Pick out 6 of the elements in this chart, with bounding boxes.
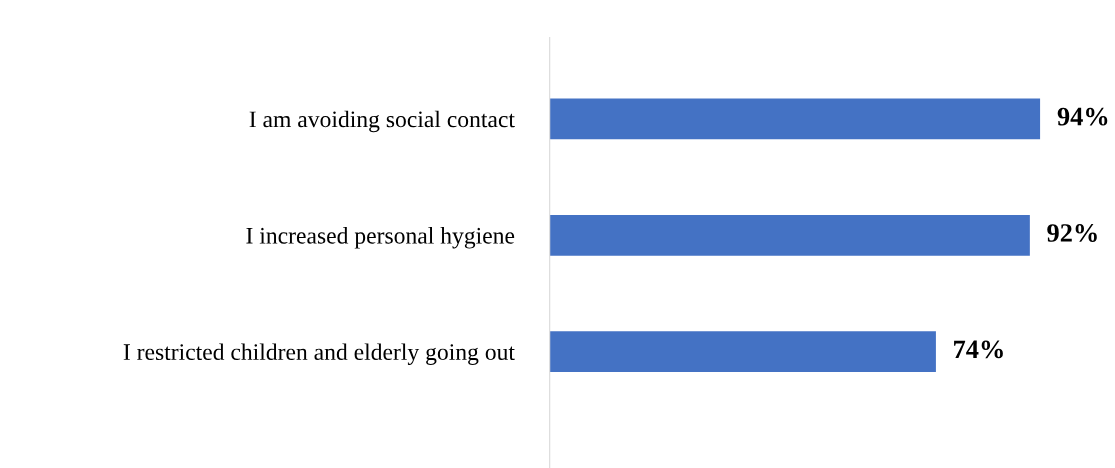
y-tick-label: I am avoiding social contact (249, 110, 515, 133)
y-tick-label: I increased personal hygiene (246, 227, 515, 249)
y-tick-label: I restricted children and elderly going out (123, 343, 515, 365)
data-label: 94% (1057, 107, 1108, 126)
data-label: 74% (954, 340, 1003, 359)
data-label: 92% (1047, 224, 1097, 242)
